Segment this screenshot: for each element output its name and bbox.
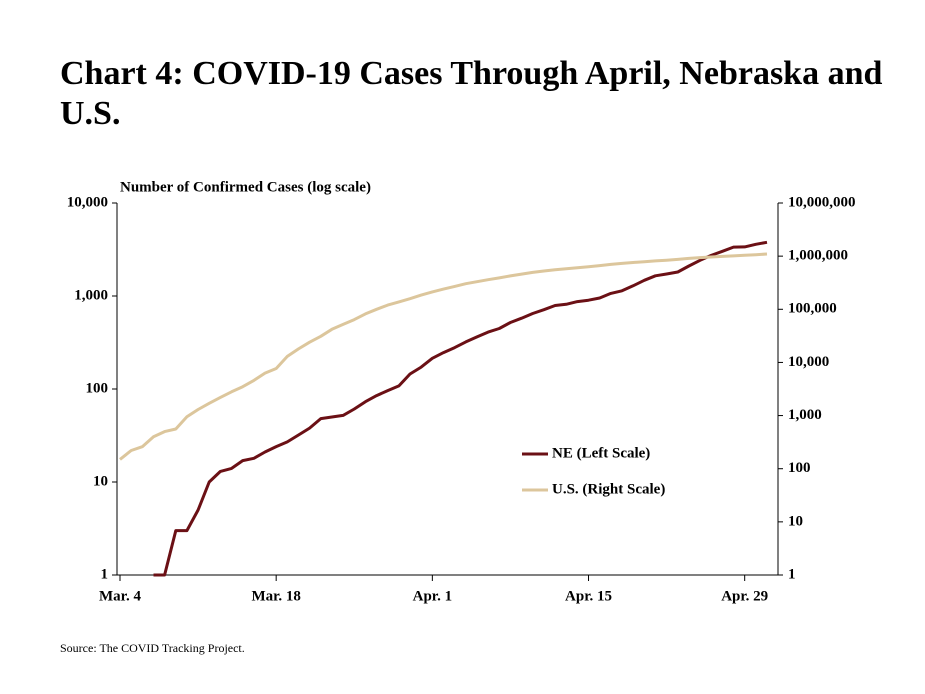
y2-tick-label: 100,000: [788, 301, 837, 317]
axis-label: Number of Confirmed Cases (log scale): [120, 179, 371, 195]
y2-tick-label: 1: [788, 566, 796, 582]
y-tick-label: 100: [86, 380, 109, 396]
y2-tick-label: 100: [788, 460, 811, 476]
x-tick-label: Mar. 4: [99, 588, 141, 604]
chart-title: Chart 4: COVID-19 Cases Through April, N…: [60, 55, 883, 132]
x-tick-label: Apr. 29: [721, 588, 768, 604]
y2-tick-label: 10,000,000: [788, 194, 856, 210]
legend-label: NE (Left Scale): [552, 445, 650, 461]
y-tick-label: 1: [101, 566, 109, 582]
y2-tick-label: 10: [788, 513, 803, 529]
x-tick-label: Apr. 15: [565, 588, 612, 604]
series-line: [153, 240, 768, 577]
y2-tick-label: 1,000: [788, 407, 822, 423]
x-tick-label: Mar. 18: [251, 588, 300, 604]
y2-tick-label: 1,000,000: [788, 248, 848, 264]
y-tick-label: 10: [93, 473, 108, 489]
y-tick-label: 1,000: [74, 287, 108, 303]
legend-label: U.S. (Right Scale): [552, 481, 665, 497]
y-tick-label: 10,000: [67, 194, 108, 210]
y2-tick-label: 10,000: [788, 354, 829, 370]
x-tick-label: Apr. 1: [413, 588, 452, 604]
source: Source: The COVID Tracking Project.: [60, 641, 245, 655]
series-line: [119, 252, 768, 461]
